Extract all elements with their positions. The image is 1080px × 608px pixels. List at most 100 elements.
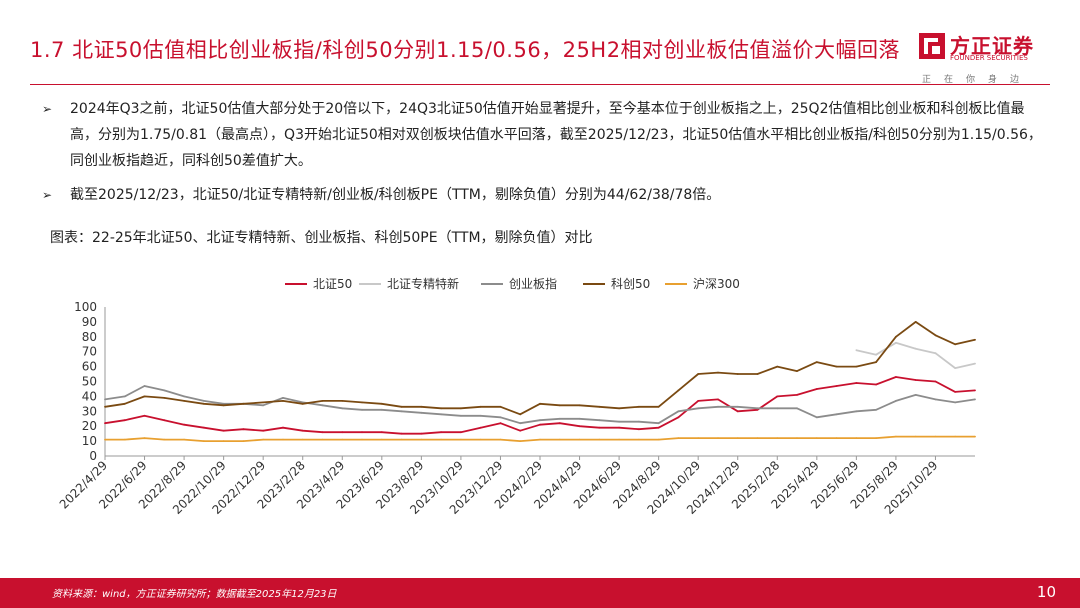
data-point bbox=[104, 405, 106, 408]
data-point bbox=[519, 440, 522, 442]
legend-label: 科创50 bbox=[611, 277, 650, 291]
data-point bbox=[835, 385, 838, 387]
data-point bbox=[341, 431, 344, 434]
data-point bbox=[974, 389, 976, 392]
company-logo: 方正证券 FOUNDER SECURITIES 正在你身边 bbox=[918, 30, 1058, 90]
data-point bbox=[677, 437, 680, 439]
data-point bbox=[519, 429, 522, 432]
data-point bbox=[163, 438, 166, 441]
data-point bbox=[736, 405, 739, 408]
y-tick-label: 20 bbox=[82, 419, 97, 433]
data-point bbox=[895, 335, 897, 338]
data-point bbox=[203, 402, 205, 405]
data-point bbox=[895, 435, 897, 438]
data-point bbox=[875, 408, 877, 411]
data-point bbox=[914, 321, 917, 323]
data-point bbox=[815, 437, 818, 439]
y-tick-label: 60 bbox=[82, 360, 97, 374]
data-point bbox=[104, 438, 106, 441]
y-tick-label: 10 bbox=[82, 434, 97, 448]
data-point bbox=[776, 395, 779, 398]
data-point bbox=[341, 400, 344, 402]
data-point bbox=[638, 438, 640, 441]
data-point bbox=[301, 429, 304, 432]
page-number: 10 bbox=[1036, 583, 1056, 601]
data-point bbox=[638, 405, 640, 408]
data-point bbox=[618, 426, 620, 429]
data-point bbox=[796, 437, 798, 439]
arrow-bullet-icon: ➢ bbox=[42, 188, 53, 202]
data-point bbox=[262, 429, 265, 432]
data-point bbox=[104, 398, 106, 401]
data-point bbox=[578, 438, 581, 441]
data-point bbox=[618, 438, 620, 441]
data-point bbox=[558, 417, 561, 420]
data-point bbox=[222, 429, 225, 432]
data-point bbox=[262, 401, 265, 404]
data-point bbox=[183, 438, 186, 441]
founder-logo-icon bbox=[919, 33, 945, 59]
data-point bbox=[657, 405, 660, 408]
legend-label: 北证50 bbox=[313, 277, 352, 291]
data-point bbox=[875, 437, 877, 439]
data-point bbox=[875, 353, 877, 356]
data-point bbox=[321, 431, 324, 434]
data-point bbox=[222, 402, 225, 405]
data-point bbox=[242, 428, 245, 431]
data-point bbox=[262, 404, 265, 407]
data-point bbox=[657, 422, 660, 425]
data-point bbox=[163, 389, 166, 392]
data-point bbox=[420, 432, 423, 435]
data-point bbox=[400, 438, 403, 441]
data-point bbox=[183, 400, 186, 402]
bullet-item: ➢ 2024年Q3之前，北证50估值大部分处于20倍以下，24Q3北证50估值开… bbox=[42, 96, 1042, 174]
data-point bbox=[143, 395, 146, 398]
data-point bbox=[301, 438, 304, 441]
logo-english-name: FOUNDER SECURITIES bbox=[950, 54, 1028, 62]
data-point bbox=[321, 400, 324, 402]
data-point bbox=[460, 431, 462, 434]
data-point bbox=[618, 420, 620, 423]
data-point bbox=[638, 428, 640, 431]
legend-label: 创业板指 bbox=[509, 276, 557, 291]
data-point bbox=[934, 398, 937, 401]
data-point bbox=[282, 397, 284, 399]
data-point bbox=[736, 410, 739, 413]
data-point bbox=[914, 394, 917, 396]
legend-label: 沪深300 bbox=[693, 277, 740, 291]
data-point bbox=[756, 407, 759, 410]
data-point bbox=[479, 438, 482, 441]
data-point bbox=[380, 408, 383, 411]
data-point bbox=[855, 410, 858, 413]
data-point bbox=[183, 395, 186, 398]
data-point bbox=[460, 407, 462, 410]
data-point bbox=[321, 438, 324, 441]
logo-name: 方正证券 bbox=[950, 34, 1034, 58]
series-line-2 bbox=[856, 341, 976, 369]
data-point bbox=[301, 402, 304, 405]
data-point bbox=[855, 349, 858, 352]
data-point bbox=[440, 413, 442, 416]
data-point bbox=[143, 385, 146, 387]
data-point bbox=[203, 400, 205, 402]
data-point bbox=[974, 338, 976, 341]
data-point bbox=[796, 370, 798, 372]
data-point bbox=[934, 334, 937, 337]
data-point bbox=[282, 438, 284, 441]
data-point bbox=[756, 373, 759, 375]
data-point bbox=[143, 414, 146, 417]
data-point bbox=[123, 438, 126, 441]
data-point bbox=[875, 383, 877, 386]
data-point bbox=[796, 394, 798, 396]
data-point bbox=[578, 417, 581, 420]
y-tick-label: 90 bbox=[82, 315, 97, 329]
data-point bbox=[440, 407, 442, 410]
footer-bar: 资料来源：wind，方正证券研究所；数据截至2025年12月23日 10 bbox=[0, 578, 1080, 608]
pe-line-chart: 01020304050607080901002022/4/292022/6/29… bbox=[57, 276, 976, 517]
y-tick-label: 30 bbox=[82, 404, 97, 418]
y-tick-label: 100 bbox=[74, 300, 97, 314]
data-point bbox=[420, 438, 423, 441]
data-point bbox=[380, 402, 383, 405]
data-point bbox=[717, 437, 719, 439]
data-point bbox=[420, 411, 423, 414]
